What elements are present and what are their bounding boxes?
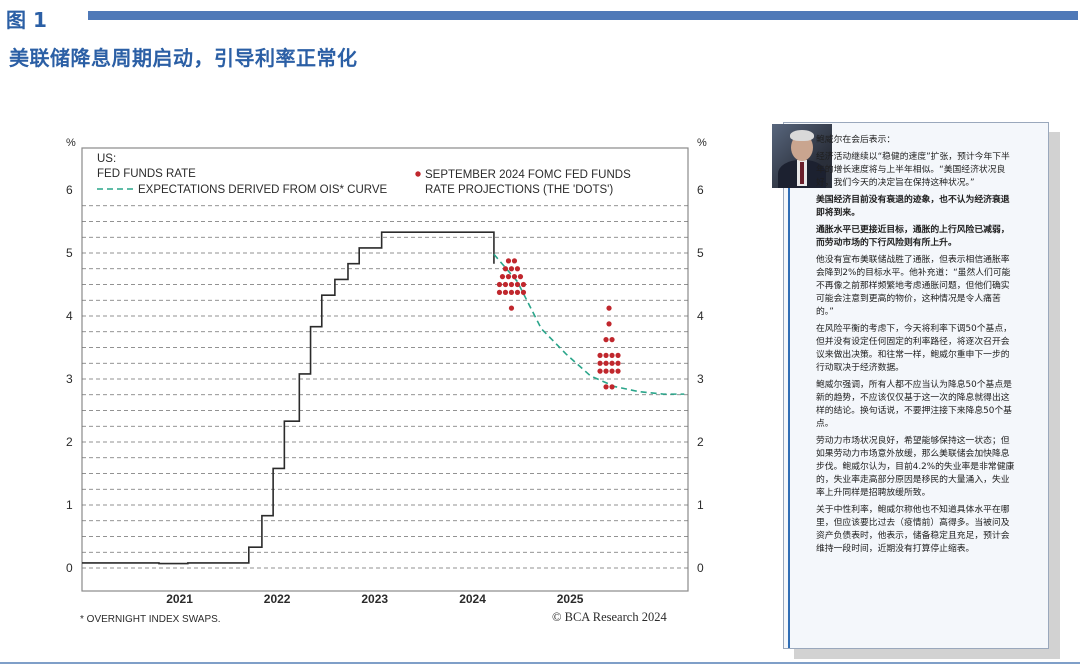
x-tick-label: 2024 [459, 592, 486, 606]
fomc-dot [520, 289, 527, 295]
legend: US: FED FUNDS RATE EXPECTATIONS DERIVED … [92, 150, 651, 198]
panel-accent-line [788, 128, 790, 648]
fomc-dot [499, 274, 506, 280]
y-unit-right: % [697, 137, 707, 149]
fomc-dot [615, 368, 621, 374]
x-axis: 2021 2022 2023 2024 2025 [166, 592, 584, 606]
footnote: * OVERNIGHT INDEX SWAPS. [80, 614, 221, 625]
fomc-dot [502, 281, 509, 288]
legend-dots-line2: RATE PROJECTIONS (THE 'DOTS') [425, 184, 613, 196]
panel-paragraphs: 经济活动继续以“稳健的速度”扩张，预计今年下半年的增长速度将与上半年相似。“美国… [816, 151, 1018, 556]
figure-subtitle: 美联储降息周期启动，引导利率正常化 [9, 46, 358, 70]
fomc-dot [514, 266, 521, 272]
panel-paragraph: 在风险平衡的考虑下，今天将利率下调50个基点，但并没有设定任何固定的利率路径，将… [816, 324, 1012, 373]
fomc-dot [496, 289, 503, 295]
fomc-dot [514, 281, 521, 288]
y-tick-label: 4 [66, 309, 73, 323]
panel-paragraph: 鲍威尔强调，所有人都不应当认为降息50个基点是新的趋势，不应该仅仅基于这一次的降… [816, 380, 1012, 429]
fomc-dot [615, 352, 621, 358]
legend-fed-funds: FED FUNDS RATE [97, 168, 196, 180]
fomc-dot [502, 289, 509, 295]
panel-paragraph: 通胀水平已更接近目标，通胀的上行风险已减弱，而劳动市场的下行风险则有所上升。 [816, 225, 1010, 248]
y-unit-left: % [66, 137, 76, 149]
y-tick-label: 1 [697, 498, 704, 512]
header-bar [88, 11, 1078, 20]
panel-paragraph: 美国经济目前没有衰退的迹象，也不认为经济衰退即将到来。 [816, 195, 1010, 218]
grid-lines [82, 205, 688, 569]
fomc-dot [496, 281, 503, 288]
y-tick-label: 6 [66, 183, 73, 197]
fomc-dot [603, 352, 609, 358]
fomc-dot [609, 337, 615, 343]
fomc-dot [597, 368, 603, 374]
y-tick-label: 6 [697, 183, 704, 197]
speaker-photo [772, 124, 832, 188]
panel-intro: 鲍威尔在会后表示： [816, 135, 896, 145]
fomc-dot [615, 360, 621, 366]
legend-ois: EXPECTATIONS DERIVED FROM OIS* CURVE [138, 184, 388, 196]
fomc-dot [508, 289, 515, 295]
fomc-dot [597, 360, 603, 366]
x-tick-label: 2023 [361, 592, 388, 606]
fomc-dot [609, 384, 615, 390]
fomc-dot [508, 305, 515, 311]
source-label: © BCA Research 2024 [552, 610, 667, 624]
fomc-dot [609, 352, 615, 358]
panel-paragraph: 他没有宣布美联储战胜了通胀，但表示相信通胀率会降到2%的目标水平。他补充道：“虽… [816, 255, 1011, 317]
fomc-dot [603, 368, 609, 374]
quote-panel [783, 122, 1049, 649]
legend-dots-swatch [415, 171, 421, 177]
y-tick-label: 2 [66, 435, 73, 449]
bottom-rule [0, 662, 1080, 664]
y-tick-label: 1 [66, 498, 73, 512]
panel-paragraph: 关于中性利率，鲍威尔称他也不知道具体水平在哪里，但应该要比过去（疫情前）高得多。… [816, 505, 1010, 554]
panel-paragraph: 劳动力市场状况良好，希望能够保持这一状态；但如果劳动力市场意外放缓，那么美联储会… [816, 436, 1015, 498]
figure-label: 图 1 [6, 8, 47, 32]
fomc-dot [603, 337, 609, 343]
fomc-dot [606, 305, 612, 311]
x-tick-label: 2022 [264, 592, 291, 606]
y-tick-label: 3 [66, 372, 73, 386]
panel-paragraph: 经济活动继续以“稳健的速度”扩张，预计今年下半年的增长速度将与上半年相似。“美国… [816, 152, 1010, 188]
fomc-dot [606, 321, 612, 327]
panel-text: 鲍威尔在会后表示： 经济活动继续以“稳健的速度”扩张，预计今年下半年的增长速度将… [816, 134, 1018, 560]
plot-frame [81, 147, 689, 592]
fomc-dot [505, 274, 512, 280]
y-tick-label: 3 [697, 372, 704, 386]
fomc-dot [502, 266, 509, 272]
series-layer [82, 231, 685, 565]
y-axis-right: 0 1 2 3 4 5 6 [697, 183, 704, 575]
fomc-dot [517, 274, 524, 280]
y-tick-label: 2 [697, 435, 704, 449]
y-tick-label: 4 [697, 309, 704, 323]
y-axis-left: 0 1 2 3 4 5 6 [66, 183, 73, 575]
fomc-dot [511, 274, 518, 280]
y-tick-label: 5 [697, 246, 704, 260]
fomc-dot [609, 368, 615, 374]
fomc-dot [508, 266, 515, 272]
x-tick-label: 2021 [166, 592, 193, 606]
fomc-dot [508, 281, 515, 288]
x-tick-label: 2025 [557, 592, 584, 606]
fed-funds-chart: 0 1 2 3 4 5 6 0 1 2 3 4 5 6 2021 2022 2023 2024 2025 % %… [66, 137, 707, 625]
y-tick-label: 0 [697, 561, 704, 575]
fomc-dot [609, 360, 615, 366]
fomc-dot [603, 360, 609, 366]
region-label: US: [97, 153, 116, 165]
y-tick-label: 0 [66, 561, 73, 575]
fomc-dot [603, 384, 609, 390]
fomc-dot [505, 258, 512, 264]
fed-funds-rate-line [82, 231, 495, 565]
fomc-dot [597, 352, 603, 358]
y-tick-label: 5 [66, 246, 73, 260]
fomc-dot [514, 289, 521, 295]
legend-dots-line1: SEPTEMBER 2024 FOMC FED FUNDS [425, 169, 631, 181]
fomc-dot [511, 258, 518, 264]
ois-expectations-line [493, 253, 685, 395]
fomc-dot [520, 281, 527, 288]
